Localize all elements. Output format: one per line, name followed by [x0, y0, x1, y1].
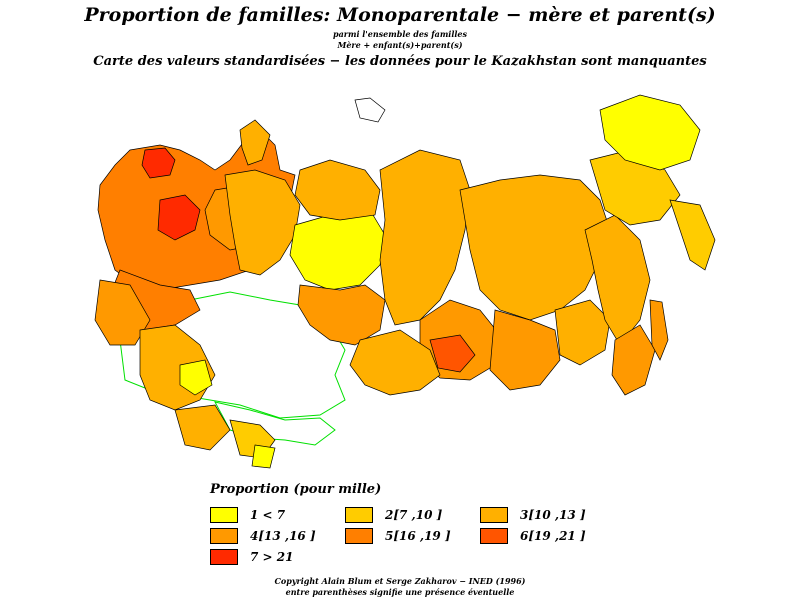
- legend-label-6: 6[19 ,21 ]: [520, 529, 586, 543]
- region-ukraine: [94, 279, 151, 346]
- region-krasnoyarsk: [379, 149, 471, 326]
- legend-label-2: 2[7 ,10 ]: [385, 508, 443, 522]
- region-chukotka: [599, 94, 701, 171]
- footnote-text: entre parenthèses signifie une présence …: [285, 587, 515, 597]
- legend-label-7: 7 > 21: [250, 550, 294, 564]
- region-novaya-zemlya: [239, 119, 271, 166]
- legend-swatch-4: [210, 528, 238, 544]
- region-yakutia: [459, 174, 611, 321]
- region-kamchatka: [669, 199, 716, 271]
- legend-swatch-1: [210, 507, 238, 523]
- region-south-west-siberia: [297, 284, 386, 346]
- map-title: Proportion de familles: Monoparentale − …: [84, 4, 716, 26]
- legend-label-5: 5[16 ,19 ]: [385, 529, 451, 543]
- map-subtitle-definition: Mère + enfant(s)+parent(s): [337, 40, 463, 50]
- region-sakhalin: [649, 299, 669, 361]
- region-baikal: [429, 334, 476, 373]
- legend-swatch-6: [480, 528, 508, 544]
- region-moscow-area: [157, 194, 201, 241]
- region-urals: [224, 169, 301, 276]
- region-tyumen: [289, 209, 386, 291]
- legend-label-3: 3[10 ,13 ]: [520, 508, 586, 522]
- region-tajikistan: [251, 444, 276, 469]
- region-karelia: [141, 147, 176, 179]
- map-subtitle-note: Carte des valeurs standardisées − les do…: [93, 54, 707, 69]
- region-astrakhan: [179, 359, 213, 396]
- region-south-siberia: [349, 329, 441, 396]
- region-turkmenistan: [174, 404, 231, 451]
- legend-swatch-2: [345, 507, 373, 523]
- legend-label-1: 1 < 7: [250, 508, 286, 522]
- choropleth-map: [94, 94, 716, 469]
- legend-swatch-7: [210, 549, 238, 565]
- legend-swatch-5: [345, 528, 373, 544]
- map-subtitle-population: parmi l'ensemble des familles: [332, 29, 467, 39]
- region-yamal: [294, 159, 381, 221]
- legend-swatch-3: [480, 507, 508, 523]
- region-amur: [554, 299, 611, 366]
- region-primorye: [611, 324, 656, 396]
- legend-title: Proportion (pour mille): [210, 482, 382, 497]
- legend-label-4: 4[13 ,16 ]: [250, 529, 316, 543]
- region-chita: [489, 309, 561, 391]
- copyright-text: Copyright Alain Blum et Serge Zakharov −…: [274, 576, 526, 586]
- region-taimyr-islands: [354, 97, 386, 123]
